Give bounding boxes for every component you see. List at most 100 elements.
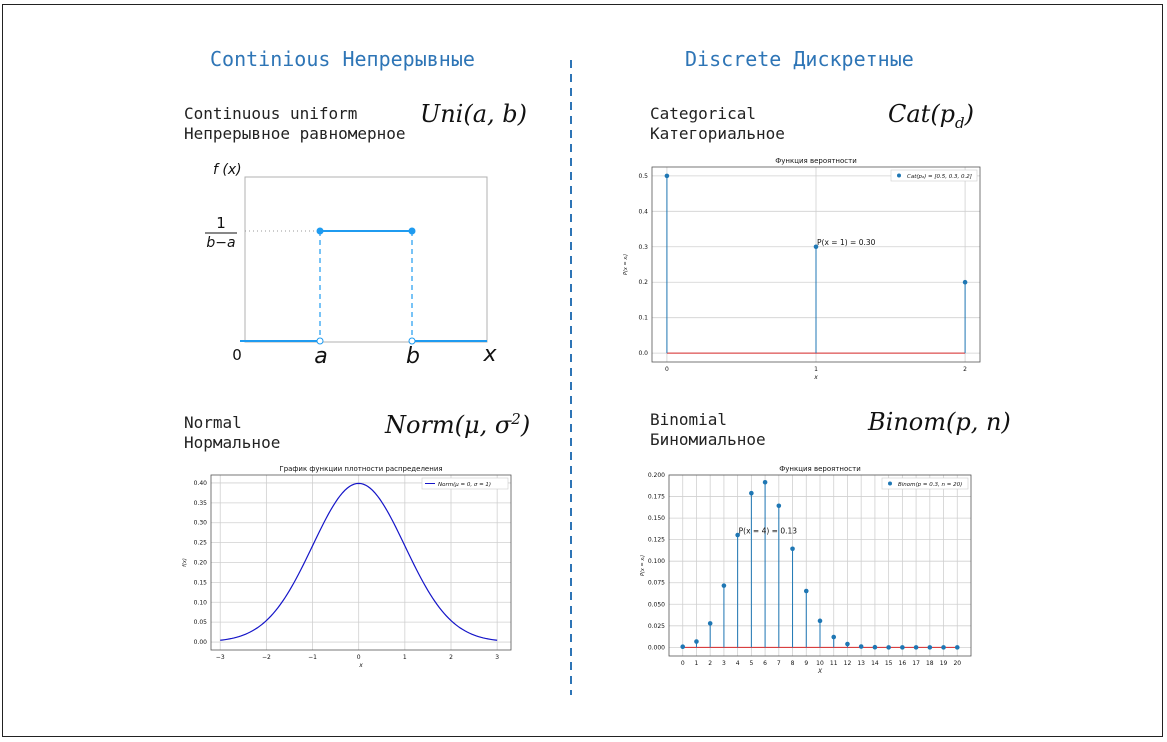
categorical-xlabel: x	[813, 374, 818, 381]
binomial-xtick-label: 11	[830, 660, 838, 667]
binomial-ytick-label: 0.125	[648, 537, 665, 544]
normal-plot-frame	[210, 474, 512, 651]
categorical-formula-base: Cat(p	[888, 100, 956, 128]
normal-xtick-label: 2	[449, 654, 453, 661]
binomial-annotation: P(x = 4) = 0.13	[739, 526, 798, 535]
binomial-ytick-label: 0.000	[648, 644, 665, 651]
binomial-marker	[831, 634, 837, 640]
binomial-legend-marker	[888, 481, 892, 486]
normal-ytick-label: 0.40	[194, 480, 208, 487]
binomial-xtick-label: 17	[912, 660, 920, 667]
binomial-ytick-label: 0.175	[648, 494, 665, 501]
uniform-a-open-point	[316, 337, 324, 345]
binomial-name-en: Binomial	[650, 410, 728, 429]
normal-formula-end: )	[520, 411, 531, 439]
continuous-section-title: Continious Непрерывные	[210, 47, 475, 71]
binomial-xtick-label: 1	[695, 660, 699, 667]
normal-ytick-label: 0.25	[194, 540, 208, 547]
binomial-marker	[749, 490, 754, 496]
binomial-ytick-label: 0.025	[648, 623, 665, 630]
normal-xtick-label: −1	[308, 654, 317, 661]
normal-density-curve	[220, 482, 498, 641]
normal-xtick-label: 0	[357, 654, 361, 661]
binomial-ytick-label: 0.075	[648, 580, 665, 587]
uniform-name: Continuous uniform Непрерывное равномерн…	[184, 104, 406, 144]
normal-name-en: Normal	[184, 413, 242, 432]
uniform-b-label: b	[406, 344, 420, 369]
uniform-b-open-point	[408, 337, 416, 345]
binomial-xtick-label: 13	[857, 660, 865, 667]
normal-formula: Norm(μ, σ2)	[385, 410, 530, 439]
section-divider	[570, 60, 572, 695]
binomial-marker	[707, 621, 713, 626]
binomial-xtick-label: 19	[940, 660, 948, 667]
normal-ylabel: f(x)	[182, 558, 188, 567]
binomial-marker	[694, 639, 699, 644]
categorical-formula-end: )	[964, 100, 975, 128]
binomial-marker	[927, 645, 933, 650]
binomial-marker	[954, 645, 960, 650]
binomial-plot-frame	[668, 474, 972, 657]
binomial-marker	[941, 645, 946, 650]
binomial-chart-title: Функция вероятности	[779, 465, 861, 473]
categorical-plot-frame	[651, 166, 981, 363]
binomial-marker	[721, 583, 727, 588]
normal-ytick-label: 0.10	[194, 599, 208, 606]
binomial-xtick-label: 16	[899, 660, 907, 667]
categorical-name-ru: Категориальное	[650, 124, 785, 143]
categorical-name: Categorical Категориальное	[650, 104, 785, 144]
discrete-section-title: Discrete Дискретные	[685, 47, 914, 71]
binomial-marker	[790, 546, 795, 552]
binomial-marker	[872, 644, 878, 650]
normal-chart-title: График функции плотности распределения	[279, 465, 442, 473]
categorical-xtick-label: 0	[665, 366, 669, 373]
categorical-xtick-label: 2	[963, 366, 967, 373]
binomial-xtick-label: 7	[777, 660, 781, 667]
uniform-a-closed-point	[316, 227, 324, 235]
binomial-ytick-label: 0.050	[648, 601, 665, 608]
uniform-axes-box	[244, 176, 488, 343]
categorical-legend-label: Cat(pₐ) = [0.5, 0.3, 0.2]	[907, 174, 972, 180]
binomial-xtick-label: 3	[722, 660, 726, 667]
normal-xtick-label: −3	[216, 654, 225, 661]
categorical-name-en: Categorical	[650, 104, 756, 123]
categorical-ytick-label: 0.3	[638, 244, 648, 251]
binomial-xtick-label: 0	[681, 660, 685, 667]
categorical-legend-box	[890, 169, 978, 182]
binomial-marker	[845, 641, 850, 647]
binomial-xtick-label: 4	[736, 660, 740, 667]
categorical-marker	[962, 279, 968, 285]
normal-ytick-label: 0.15	[194, 579, 208, 586]
normal-ytick-label: 0.05	[194, 619, 208, 626]
uniform-b-closed-point	[408, 227, 416, 235]
binomial-marker	[776, 503, 782, 509]
categorical-annotation: P(x = 1) = 0.30	[817, 238, 876, 247]
binomial-marker	[762, 479, 768, 485]
normal-legend-label: Norm(μ = 0, σ = 1)	[438, 482, 491, 488]
binomial-marker	[735, 532, 740, 538]
categorical-ytick-label: 0.2	[638, 279, 648, 286]
binomial-xtick-label: 15	[885, 660, 893, 667]
binomial-ytick-label: 0.200	[648, 472, 665, 479]
categorical-legend-marker	[897, 173, 901, 178]
binomial-ytick-label: 0.100	[648, 558, 665, 565]
binomial-name: Binomial Биномиальное	[650, 410, 766, 450]
categorical-formula: Cat(pd)	[888, 100, 974, 132]
binomial-marker	[817, 618, 823, 624]
categorical-chart-title: Функция вероятности	[775, 157, 857, 165]
binomial-marker	[858, 644, 864, 649]
categorical-ylabel: P(x = xᵢ)	[623, 254, 629, 275]
categorical-marker	[813, 244, 819, 250]
normal-chart: График функции плотности распределения −3…	[182, 465, 512, 669]
binomial-legend-box	[881, 477, 969, 490]
binomial-xtick-label: 6	[763, 660, 767, 667]
uniform-density-numerator: 1	[216, 214, 226, 232]
uniform-origin-label: 0	[232, 346, 242, 364]
normal-xlabel: x	[358, 662, 363, 669]
normal-ytick-label: 0.35	[194, 500, 208, 507]
binomial-ytick-label: 0.150	[648, 515, 665, 522]
binomial-xtick-label: 14	[871, 660, 879, 667]
binomial-xtick-label: 2	[708, 660, 712, 667]
categorical-ytick-label: 0.4	[638, 208, 648, 215]
